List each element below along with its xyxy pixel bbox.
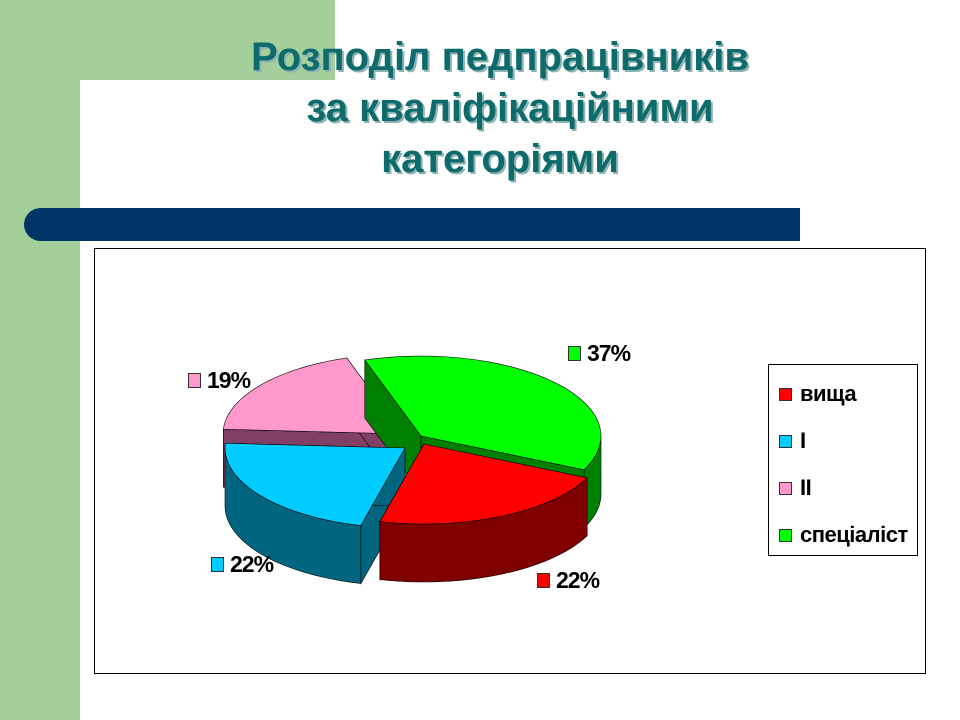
title-divider-bar [24,208,800,241]
slide-title-line-1: Розподіл педпрацівників [251,35,749,79]
slide-title-line-2: за кваліфікаційними [306,86,714,130]
legend-item-specialist: спеціаліст [779,520,908,550]
legend-swatch [779,528,792,542]
data-label-swatch [211,557,224,572]
legend-swatch [779,481,792,495]
data-label-ii: 19% [188,367,251,394]
slide-title: Розподіл педпрацівників за кваліфікаційн… [180,32,820,185]
data-label-text: 19% [207,367,251,393]
top-decorative-band [80,0,335,80]
data-label-i: 22% [211,551,274,578]
legend-item-i: I [779,426,806,456]
legend-label: I [800,428,806,453]
data-label-swatch [568,346,581,361]
legend-item-ii: II [779,473,812,503]
data-label-swatch [537,573,550,588]
data-label-vyshcha: 22% [537,567,600,594]
slice-top-ii [222,357,404,435]
chart-area: 22% 22% 19% 37% вища I II спеціаліст [94,248,926,674]
data-label-text: 22% [230,551,274,577]
data-label-specialist: 37% [568,340,631,367]
data-label-swatch [188,373,201,388]
slice-top-specialist [364,355,602,471]
legend-label: вища [800,381,857,406]
legend-swatch [779,387,792,401]
legend-item-vyshcha: вища [779,379,857,409]
slice-top-i [224,442,406,526]
legend-label: спеціаліст [800,522,908,547]
chart-legend: вища I II спеціаліст [768,364,918,556]
slice-top-vyshcha [379,443,588,525]
legend-swatch [779,434,792,448]
data-label-text: 37% [587,340,631,366]
slide-title-line-3: категоріями [381,137,619,181]
data-label-text: 22% [556,567,600,593]
left-decorative-band [0,0,80,720]
rounded-corner [80,80,200,200]
legend-label: II [800,475,812,500]
pie-chart [222,355,602,585]
